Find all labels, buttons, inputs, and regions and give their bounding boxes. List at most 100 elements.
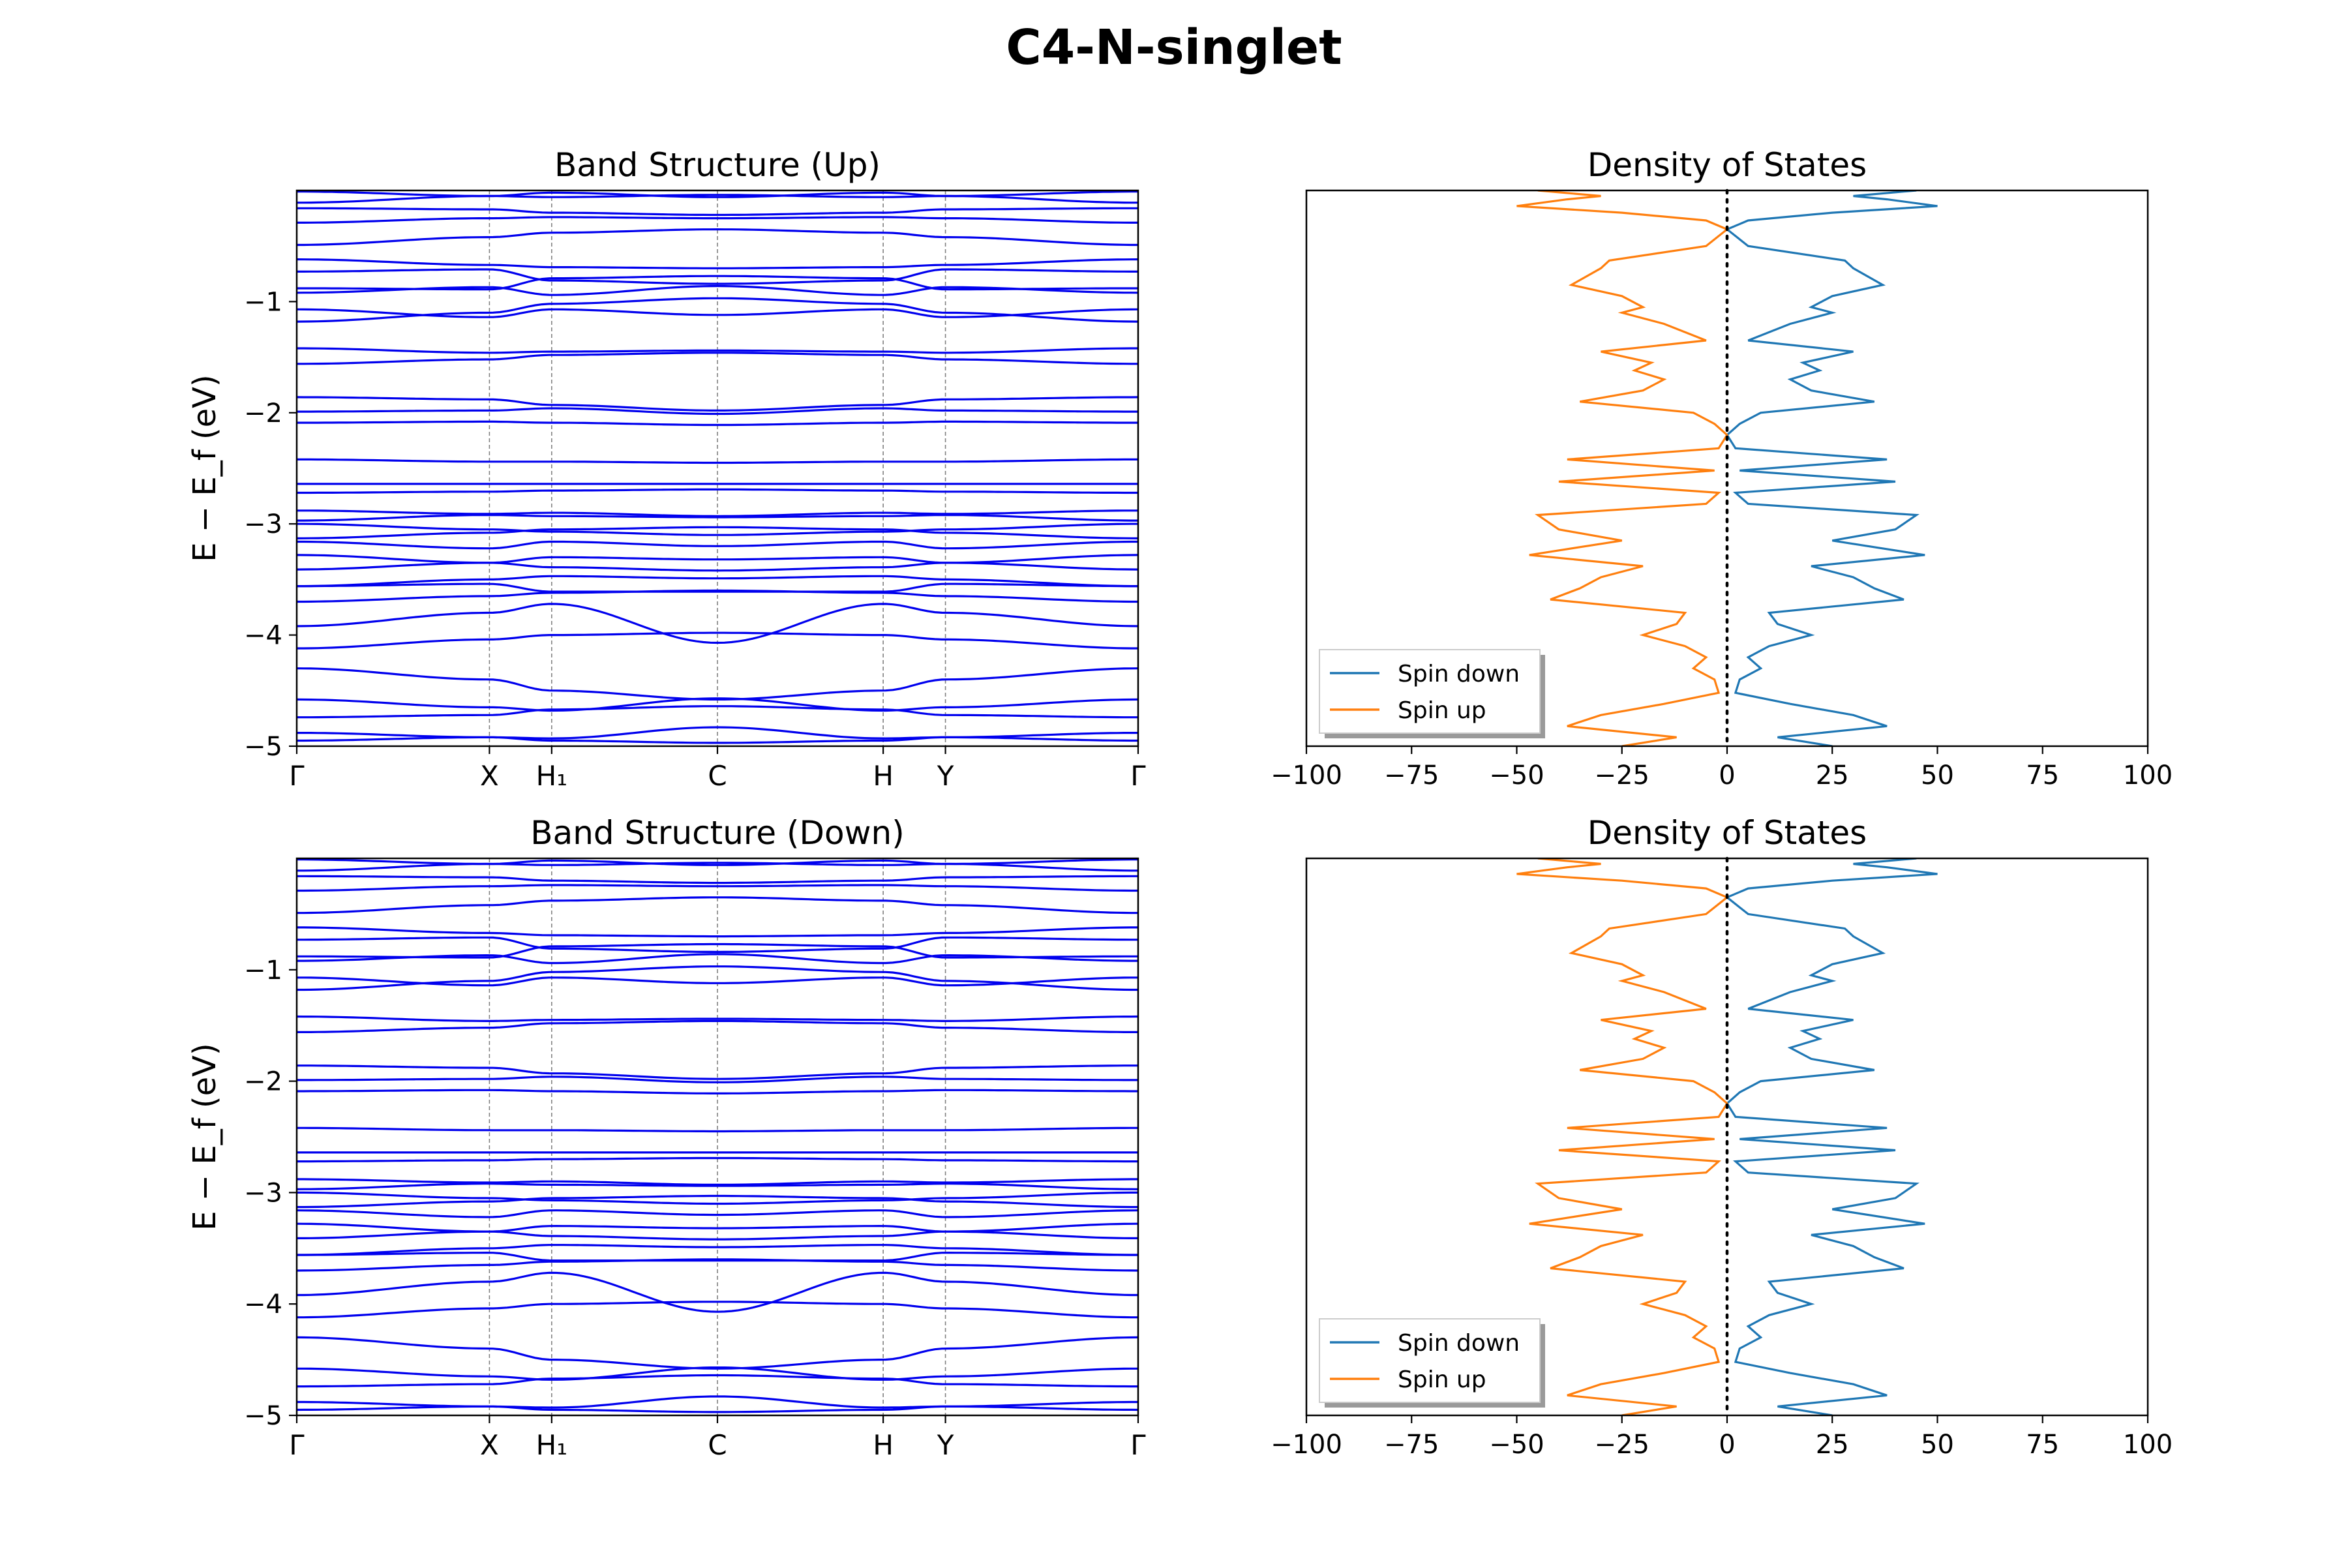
band-line [297,697,1138,712]
kpoint-label: H [873,1429,894,1461]
panel-title: Density of States [1588,146,1867,184]
x-tick-label: 0 [1719,761,1735,791]
band-line [297,190,1138,198]
band-line [297,582,1138,593]
band-line [297,631,1138,650]
kpoint-label: H [873,760,894,792]
band-line [297,522,1138,536]
y-tick-label: −4 [244,1289,282,1319]
legend-box [1319,649,1541,734]
band-line [297,1089,1138,1094]
band-line [297,488,1138,494]
dos-panel-1: −100 −75 −50 −25 0 25 50 75 100 Density of States… [1271,146,2173,791]
dos-series-line [1516,858,1730,1415]
band-line [297,308,1138,318]
y-tick-label: −1 [244,287,282,317]
y-axis-label: E − E_f (eV) [187,1043,223,1230]
band-line [297,1374,1138,1388]
band-line [297,407,1138,415]
y-tick-label: −5 [244,732,282,762]
x-tick-label: −50 [1489,1430,1544,1460]
band-line [297,736,1138,744]
kpoint-label: Γ [289,760,305,792]
band-line [297,1251,1138,1262]
band-line [297,284,1138,296]
band-line [297,875,1138,884]
kpoint-label: C [708,1429,727,1461]
kpoint-label: Γ [1130,1429,1146,1461]
panel-title: Band Structure (Up) [554,146,880,184]
legend-label: Spin up [1398,1366,1486,1393]
band-line [297,347,1138,354]
kpoint-label: Y [937,1429,954,1461]
y-tick-label: −2 [244,399,282,429]
dos-lines [1516,190,1938,746]
band-line [297,275,1138,291]
y-tick-label: −5 [244,1401,282,1431]
x-tick-label: 75 [2026,761,2059,791]
legend-box [1319,1318,1541,1403]
band-line [297,268,1138,285]
band-line [297,862,1138,872]
dos-series-line [1724,190,1938,746]
x-tick-label: −50 [1489,761,1544,791]
legend-label: Spin down [1398,1330,1520,1357]
band-line [297,896,1138,914]
band-line [297,936,1138,954]
x-tick-label: −100 [1271,1430,1342,1460]
y-tick-label: −2 [244,1067,282,1097]
band-panel-0: −5 −4 −3 −2 −1 Γ X H₁ C H Y Γ Band Structure (Up) E −… [187,146,1146,792]
band-line [297,575,1138,588]
x-tick-label: 75 [2026,1430,2059,1460]
legend-label: Spin down [1398,661,1520,687]
y-axis-label: E − E_f (eV) [187,374,223,562]
band-line [297,726,1138,740]
band-line [297,258,1138,269]
band-line [297,603,1138,644]
band-line [297,554,1138,572]
x-tick-label: 50 [1921,761,1954,791]
band-line [297,976,1138,987]
band-line [297,667,1138,701]
band-line [297,1126,1138,1133]
bands [297,190,1138,744]
band-line [297,1194,1138,1209]
band-line [297,1019,1138,1033]
band-line [297,1183,1138,1190]
y-tick-label: −4 [244,621,282,651]
band-line [297,953,1138,965]
dos-panel-3: −100 −75 −50 −25 0 25 50 75 100 Density of States… [1271,814,2173,1460]
band-line [297,1301,1138,1319]
bands [297,858,1138,1413]
band-panel-2: −5 −4 −3 −2 −1 Γ X H₁ C H Y Γ Band Structure (Down) E… [187,814,1146,1461]
band-line [297,1395,1138,1409]
kpoint-label: Y [937,760,954,792]
band-line [297,556,1138,571]
band-line [297,1222,1138,1241]
band-line [297,965,1138,991]
band-line [297,514,1138,522]
dos-series-line [1724,858,1938,1415]
x-tick-label: −100 [1271,761,1342,791]
y-tick-label: −3 [244,1178,282,1208]
kpoint-label: H₁ [536,1429,567,1461]
x-tick-label: 0 [1719,1430,1735,1460]
band-line [297,1258,1138,1272]
band-line [297,1076,1138,1083]
panel-title: Band Structure (Down) [530,814,904,852]
band-line [297,420,1138,427]
kpoint-label: X [480,1429,499,1461]
panel-title: Density of States [1588,814,1867,852]
band-line [297,509,1138,517]
band-line [297,216,1138,224]
band-line [297,526,1138,539]
band-line [297,858,1138,866]
band-line [297,884,1138,892]
band-line [297,1064,1138,1080]
x-tick-label: −75 [1384,761,1439,791]
x-tick-label: 100 [2123,1430,2173,1460]
dos-lines [1516,858,1938,1415]
band-line [297,589,1138,603]
band-line [297,396,1138,412]
